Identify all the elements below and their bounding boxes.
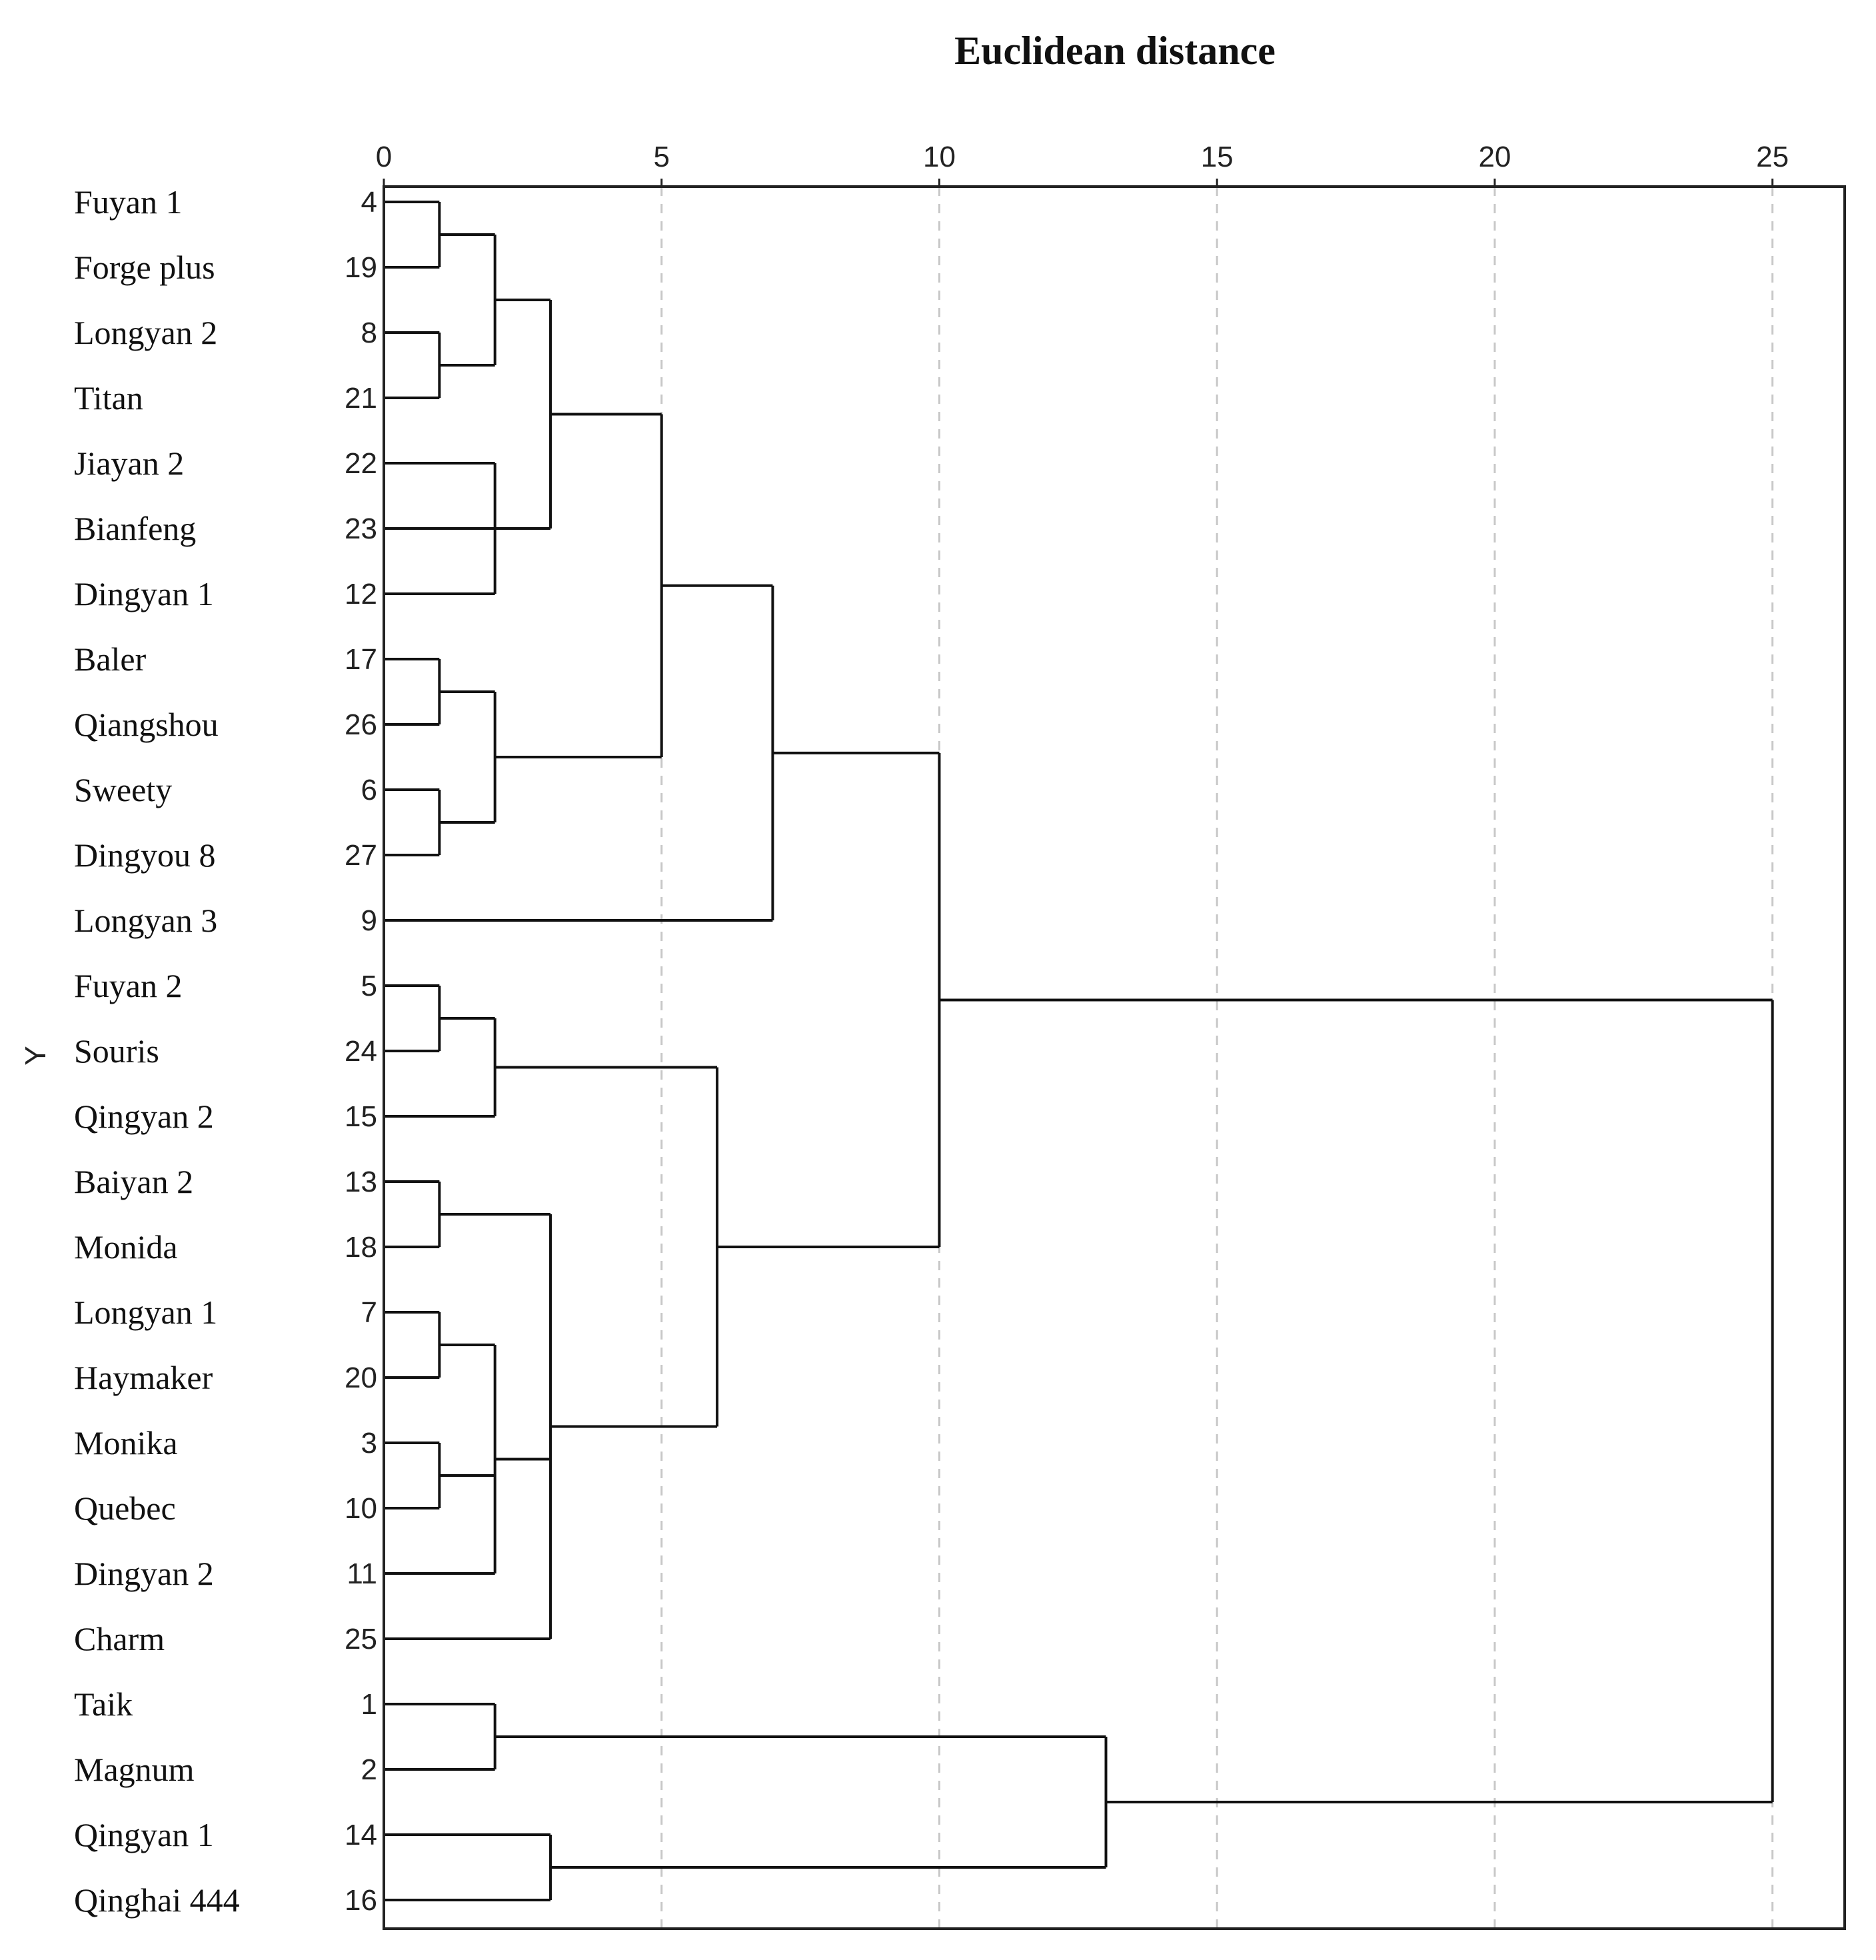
grid-lines [660, 187, 1774, 1929]
leaf-name-label: Qingyan 1 [74, 1816, 214, 1853]
chart-title: Euclidean distance [954, 29, 1276, 73]
x-axis-ticks: 0 5 10 15 20 25 [376, 141, 1789, 187]
leaf-name-label: Qingyan 2 [74, 1098, 214, 1135]
leaf-name-label: Dingyan 1 [74, 575, 214, 612]
leaf-id-label: 13 [345, 1166, 377, 1198]
leaf-name-label: Fuyan 1 [74, 183, 183, 221]
leaf-id-label: 21 [345, 382, 377, 415]
leaf-name-label: Qinghai 444 [74, 1881, 240, 1919]
x-tick-label: 20 [1478, 141, 1511, 173]
leaf-name-label: Dingyan 2 [74, 1555, 214, 1592]
leaf-name-label: Monika [74, 1424, 178, 1462]
leaf-id-label: 5 [361, 970, 377, 1002]
leaf-name-label: Baiyan 2 [74, 1163, 193, 1200]
leaf-id-label: 25 [345, 1623, 377, 1655]
leaf-id-label: 24 [345, 1035, 377, 1068]
leaf-name-label: Charm [74, 1620, 165, 1657]
x-tick-label: 10 [923, 141, 956, 173]
leaf-id-label: 2 [361, 1753, 377, 1786]
dendrogram-links [384, 201, 1774, 1901]
leaf-name-label: Longyan 2 [74, 314, 217, 351]
leaf-name-label: Longyan 3 [74, 902, 217, 939]
leaf-name-label: Titan [74, 379, 143, 417]
leaf-name-label: Quebec [74, 1489, 176, 1527]
leaf-id-label: 3 [361, 1427, 377, 1460]
leaf-name-label: Jiayan 2 [74, 445, 184, 482]
leaf-id-label: 27 [345, 839, 377, 872]
leaf-id-label: 18 [345, 1231, 377, 1264]
x-tick-label: 0 [376, 141, 392, 173]
leaf-name-label: Bianfeng [74, 510, 196, 547]
leaf-id-label: 10 [345, 1492, 377, 1525]
leaf-id-label: 12 [345, 578, 377, 610]
leaf-name-label: Fuyan 2 [74, 967, 183, 1004]
leaf-id-label: 26 [345, 708, 377, 741]
leaf-id-label: 4 [361, 186, 377, 219]
leaf-name-label: Souris [74, 1032, 159, 1070]
leaf-name-label: Monida [74, 1228, 178, 1266]
x-tick-label: 25 [1756, 141, 1789, 173]
leaf-name-label: Magnum [74, 1751, 195, 1788]
leaf-id-label: 14 [345, 1819, 377, 1851]
leaf-id-label: 7 [361, 1296, 377, 1329]
leaf-name-label: Baler [74, 640, 147, 678]
leaf-id-label: 17 [345, 643, 377, 676]
plot-frame [383, 185, 1846, 1930]
leaf-name-label: Haymaker [74, 1359, 213, 1396]
leaf-name-label: Taik [74, 1685, 133, 1723]
leaf-name-label: Longyan 1 [74, 1294, 217, 1331]
leaf-id-label: 22 [345, 447, 377, 480]
x-tick-label: 5 [653, 141, 669, 173]
leaf-id-label: 16 [345, 1884, 377, 1917]
leaf-id-label: 1 [361, 1688, 377, 1721]
leaf-name-label: Dingyou 8 [74, 836, 216, 874]
leaf-id-label: 11 [347, 1557, 377, 1590]
y-axis-label: Y [19, 1046, 52, 1065]
leaf-id-label: 23 [345, 512, 377, 545]
leaf-id-label: 15 [345, 1100, 377, 1133]
leaf-id-label: 20 [345, 1362, 377, 1394]
leaf-name-label: Forge plus [74, 249, 215, 286]
leaf-id-label: 8 [361, 317, 377, 349]
leaf-id-label: 6 [361, 774, 377, 806]
x-tick-label: 15 [1201, 141, 1234, 173]
leaf-id-label: 19 [345, 251, 377, 284]
leaf-name-label: Qiangshou [74, 706, 219, 743]
leaf-name-label: Sweety [74, 771, 172, 808]
leaf-id-label: 9 [361, 904, 377, 937]
